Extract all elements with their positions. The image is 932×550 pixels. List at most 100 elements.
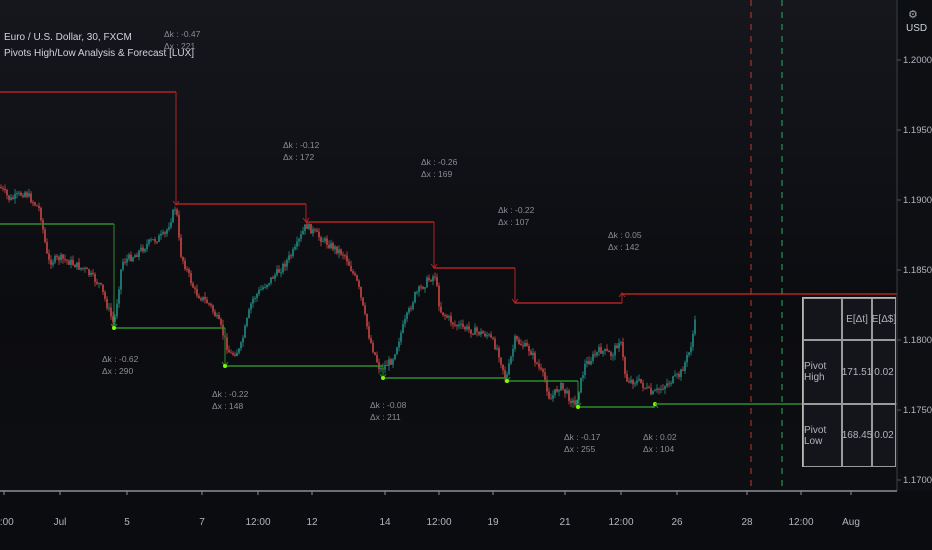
candle-body — [484, 333, 486, 337]
candle-body — [618, 342, 620, 349]
candle-body — [88, 269, 90, 275]
candle-body — [158, 235, 160, 242]
candle-body — [646, 387, 648, 389]
candle-body — [322, 241, 324, 243]
candle-body — [394, 354, 396, 360]
candle-body — [606, 348, 608, 351]
candle-body — [576, 399, 578, 405]
candle-body — [290, 255, 292, 257]
candle-body — [270, 277, 272, 284]
candle-body — [126, 258, 128, 263]
candle-body — [580, 377, 582, 393]
candle-body — [628, 381, 630, 383]
symbol-label[interactable]: Euro / U.S. Dollar, 30, FXCM — [4, 32, 132, 43]
candle-body — [610, 352, 612, 357]
candle-body — [678, 373, 680, 377]
candle-body — [422, 286, 424, 289]
candle-body — [306, 224, 308, 229]
candle-body — [670, 383, 672, 385]
candle-body — [222, 324, 224, 336]
candle-body — [140, 247, 142, 251]
candle-body — [612, 355, 614, 357]
stats-row-dt-low: 168.45 — [842, 404, 872, 467]
candle-body — [604, 348, 606, 351]
candle-body — [168, 227, 170, 230]
candle-body — [350, 265, 352, 272]
candle-body — [78, 262, 80, 270]
candle-body — [564, 389, 566, 394]
candle-body — [34, 202, 36, 206]
candle-body — [100, 282, 102, 285]
candle-body — [536, 362, 538, 364]
candle-body — [324, 238, 326, 242]
candle-body — [662, 388, 664, 390]
candle-body — [110, 307, 112, 317]
pivot-annotation: Δk : -0.22 — [212, 389, 249, 399]
time-tick-label: 12 — [306, 517, 318, 528]
candle-body — [614, 345, 616, 356]
stats-row-dt-high: 171.51 — [842, 340, 872, 404]
candle-body — [644, 387, 646, 389]
candle-body — [112, 316, 114, 322]
candle-body — [66, 259, 68, 261]
candle-body — [20, 192, 22, 196]
pivot-annotation: Δk : 0.05 — [608, 230, 642, 240]
candle-body — [264, 287, 266, 289]
candle-body — [496, 348, 498, 350]
candle-body — [174, 209, 176, 211]
candle-body — [638, 378, 640, 381]
candle-body — [392, 359, 394, 365]
candle-body — [508, 363, 510, 375]
candle-body — [344, 255, 346, 257]
candle-body — [302, 230, 304, 235]
candle-body — [660, 388, 662, 390]
candle-body — [650, 387, 652, 395]
candle-body — [458, 324, 460, 327]
candle-body — [316, 230, 318, 232]
candle-body — [654, 390, 656, 392]
candle-body — [488, 334, 490, 336]
candle-body — [162, 232, 164, 234]
candle-body — [124, 261, 126, 263]
candle-body — [368, 326, 370, 339]
pivot-annotation: Δx : 142 — [608, 242, 639, 252]
time-tick-label: 21 — [559, 517, 571, 528]
candle-body — [582, 375, 584, 378]
candle-body — [116, 303, 118, 317]
candle-body — [432, 276, 434, 282]
candle-body — [108, 307, 110, 309]
candle-body — [2, 188, 4, 190]
candle-body — [566, 390, 568, 394]
candle-body — [154, 239, 156, 242]
candle-body — [152, 239, 154, 241]
candle-body — [352, 271, 354, 274]
candle-body — [498, 348, 500, 358]
candle-body — [658, 388, 660, 390]
gear-icon[interactable]: ⚙ — [908, 9, 918, 21]
candle-body — [122, 261, 124, 270]
candle-body — [202, 296, 204, 301]
candle-body — [48, 253, 50, 260]
candle-body — [272, 277, 274, 279]
candle-body — [314, 229, 316, 231]
candle-body — [156, 241, 158, 243]
candle-body — [694, 319, 696, 334]
pivot-annotation: Δx : 169 — [421, 169, 452, 179]
candle-body — [274, 274, 276, 279]
candle-body — [674, 374, 676, 377]
indicator-label[interactable]: Pivots High/Low Analysis & Forecast [LUX… — [4, 48, 195, 59]
stats-header-empty — [803, 298, 842, 340]
stats-row-label-high: Pivot High — [803, 340, 842, 404]
candle-body — [328, 244, 330, 248]
candle-body — [502, 364, 504, 371]
candle-body — [144, 248, 146, 252]
candle-body — [624, 357, 626, 375]
pivot-low-marker — [223, 364, 227, 368]
candle-body — [204, 296, 206, 300]
candle-body — [26, 192, 28, 197]
candle-body — [450, 316, 452, 323]
candle-body — [42, 220, 44, 230]
candle-body — [586, 361, 588, 364]
candle-body — [532, 352, 534, 356]
